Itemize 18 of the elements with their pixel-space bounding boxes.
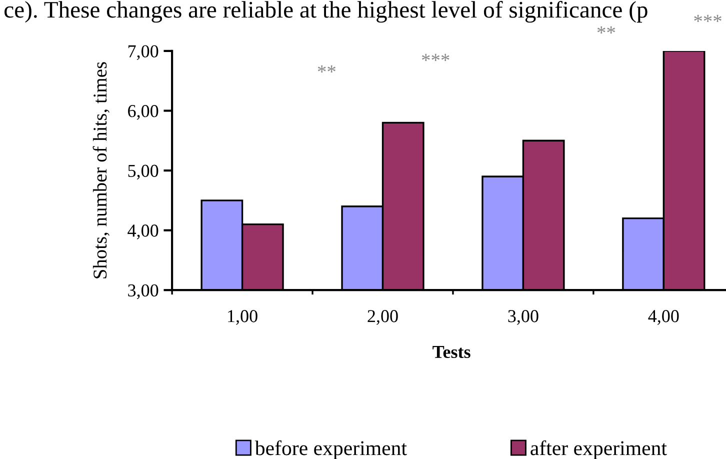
x-tick-label: 2,00 [368,310,398,325]
y-axis-title: Shots, number of hits, times [92,62,110,278]
y-tick-label: 6,00 [128,104,158,120]
y-tick-label: 3,00 [128,284,158,300]
x-tick-label: 1,00 [228,310,258,325]
y-tick-label: 4,00 [128,224,158,240]
y-tick-label: 5,00 [128,164,158,180]
annotation: ** [318,65,336,73]
legend-label: after experiment [530,440,667,459]
legend-label: before experiment [254,440,407,459]
x-tick-label: 3,00 [508,310,538,325]
y-tick-label: 7,00 [128,45,158,60]
x-tick-label: 4,00 [648,310,679,325]
text: *** [694,14,722,22]
annotation: *** [422,54,450,62]
text: ce). These changes are reliable at the highest level of significance (p [4,0,648,23]
text: ** [597,26,616,34]
x-axis-title: Tests [432,346,470,358]
